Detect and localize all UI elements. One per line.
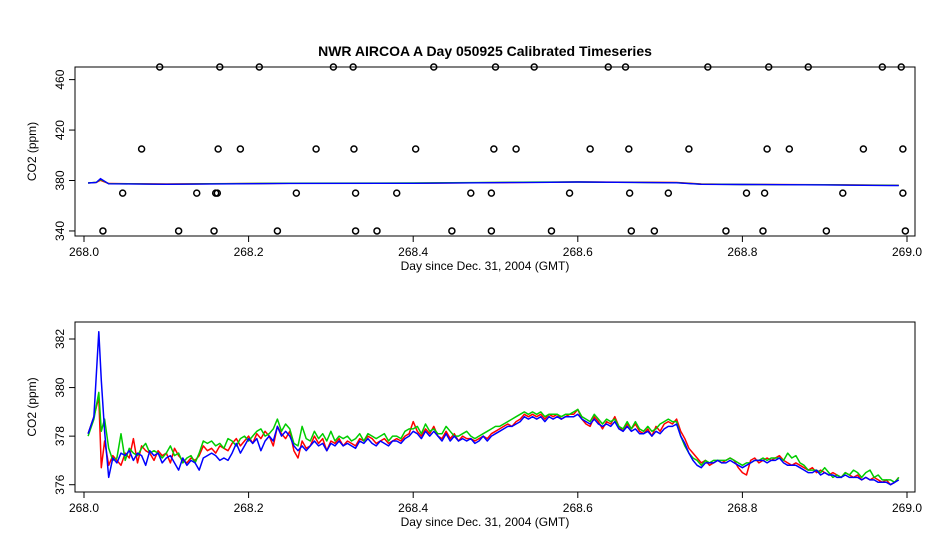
calibration-point [350, 145, 358, 153]
calibration-point [901, 227, 910, 235]
calibration-point [213, 189, 222, 197]
x-tick-label: 269.0 [892, 245, 922, 259]
series-line-blue [87, 330, 900, 486]
series-line-red [87, 396, 900, 486]
calibration-point [764, 63, 773, 71]
calibration-point [650, 227, 659, 235]
calibration-point [214, 145, 222, 153]
calibration-point [759, 227, 767, 235]
calibration-point [155, 63, 164, 71]
calibration-point [487, 227, 496, 235]
calibration-point [411, 145, 420, 153]
calibration-point [704, 63, 712, 71]
series-line-blue [88, 177, 899, 187]
calibration-point [899, 189, 907, 197]
co2-timeseries-panel: 268.0 268.2 268.4 268.6 268.8 269.0 Day since … [25, 321, 922, 529]
calibration-point [216, 63, 224, 71]
calibration-point [512, 145, 520, 153]
calibration-point [448, 227, 456, 235]
y-axis-label: CO2 (ppm) [25, 122, 39, 181]
x-tick-label: 268.2 [234, 501, 264, 515]
calibration-point [491, 63, 500, 71]
calibration-point [742, 189, 751, 197]
calibration-point [785, 145, 794, 153]
calibration-point [210, 227, 218, 235]
calibration-point [604, 63, 613, 71]
y-tick-label: 420 [53, 120, 67, 140]
x-axis-label: Day since Dec. 31, 2004 (GMT) [401, 515, 570, 529]
y-tick-label: 376 [53, 474, 67, 494]
calibration-point [625, 189, 634, 197]
x-tick-label: 268.4 [398, 245, 428, 259]
y-tick-label: 380 [53, 377, 67, 397]
calibration-point [722, 227, 730, 235]
calibrated-points-panel: 268.0 268.2 268.4 268.6 268.8 269.0 Day since … [25, 63, 922, 273]
x-tick-label: 268.6 [563, 501, 593, 515]
calibration-point [547, 227, 556, 235]
calibration-point [392, 189, 401, 197]
calibration-point [804, 63, 812, 71]
calibration-point [430, 63, 438, 71]
calibration-point [99, 227, 107, 235]
x-axis-label: Day since Dec. 31, 2004 (GMT) [401, 259, 570, 273]
y-tick-label: 378 [53, 426, 67, 446]
calibration-point [118, 189, 127, 197]
calibration-point [273, 227, 282, 235]
calibration-point [373, 227, 381, 235]
calibration-point [899, 145, 907, 153]
calibration-point [349, 63, 357, 71]
calibration-point [565, 189, 574, 197]
calibration-point [530, 63, 538, 71]
calibration-point [193, 189, 201, 197]
calibration-point [878, 63, 887, 71]
calibration-point [839, 189, 847, 197]
calibration-point [312, 145, 320, 153]
calibration-point [292, 189, 301, 197]
x-tick-label: 268.2 [234, 245, 264, 259]
calibration-point [329, 63, 338, 71]
calibration-point [685, 145, 693, 153]
calibration-point [586, 145, 594, 153]
plot-frame [74, 321, 916, 493]
x-tick-label: 269.0 [892, 501, 922, 515]
calibration-point [621, 63, 630, 71]
calibration-point [255, 63, 264, 71]
x-tick-label: 268.6 [563, 245, 593, 259]
calibration-point [625, 145, 633, 153]
calibration-point [467, 189, 475, 197]
calibration-point [351, 189, 360, 197]
y-axis-label: CO2 (ppm) [25, 377, 39, 436]
calibration-point [822, 227, 831, 235]
calibration-point [763, 145, 771, 153]
figure-title: NWR AIRCOA A Day 050925 Calibrated Times… [318, 43, 652, 59]
calibration-point [627, 227, 636, 235]
series-line-green [87, 391, 900, 484]
x-tick-label: 268.4 [398, 501, 428, 515]
x-tick-label: 268.8 [727, 501, 757, 515]
calibration-point [137, 145, 146, 153]
y-tick-label: 340 [53, 221, 67, 241]
calibration-point [490, 145, 498, 153]
plot-frame [74, 66, 916, 237]
calibration-point [236, 145, 245, 153]
y-tick-label: 380 [53, 170, 67, 190]
calibration-point [174, 227, 183, 235]
x-tick-label: 268.8 [727, 245, 757, 259]
x-tick-label: 268.0 [69, 501, 99, 515]
calibration-point [487, 189, 496, 197]
calibration-point [664, 189, 673, 197]
calibration-point [351, 227, 360, 235]
calibration-point [897, 63, 905, 71]
calibration-point [760, 189, 769, 197]
y-tick-label: 382 [53, 329, 67, 349]
calibration-point [859, 145, 868, 153]
y-tick-label: 460 [53, 69, 67, 89]
x-tick-label: 268.0 [69, 245, 99, 259]
